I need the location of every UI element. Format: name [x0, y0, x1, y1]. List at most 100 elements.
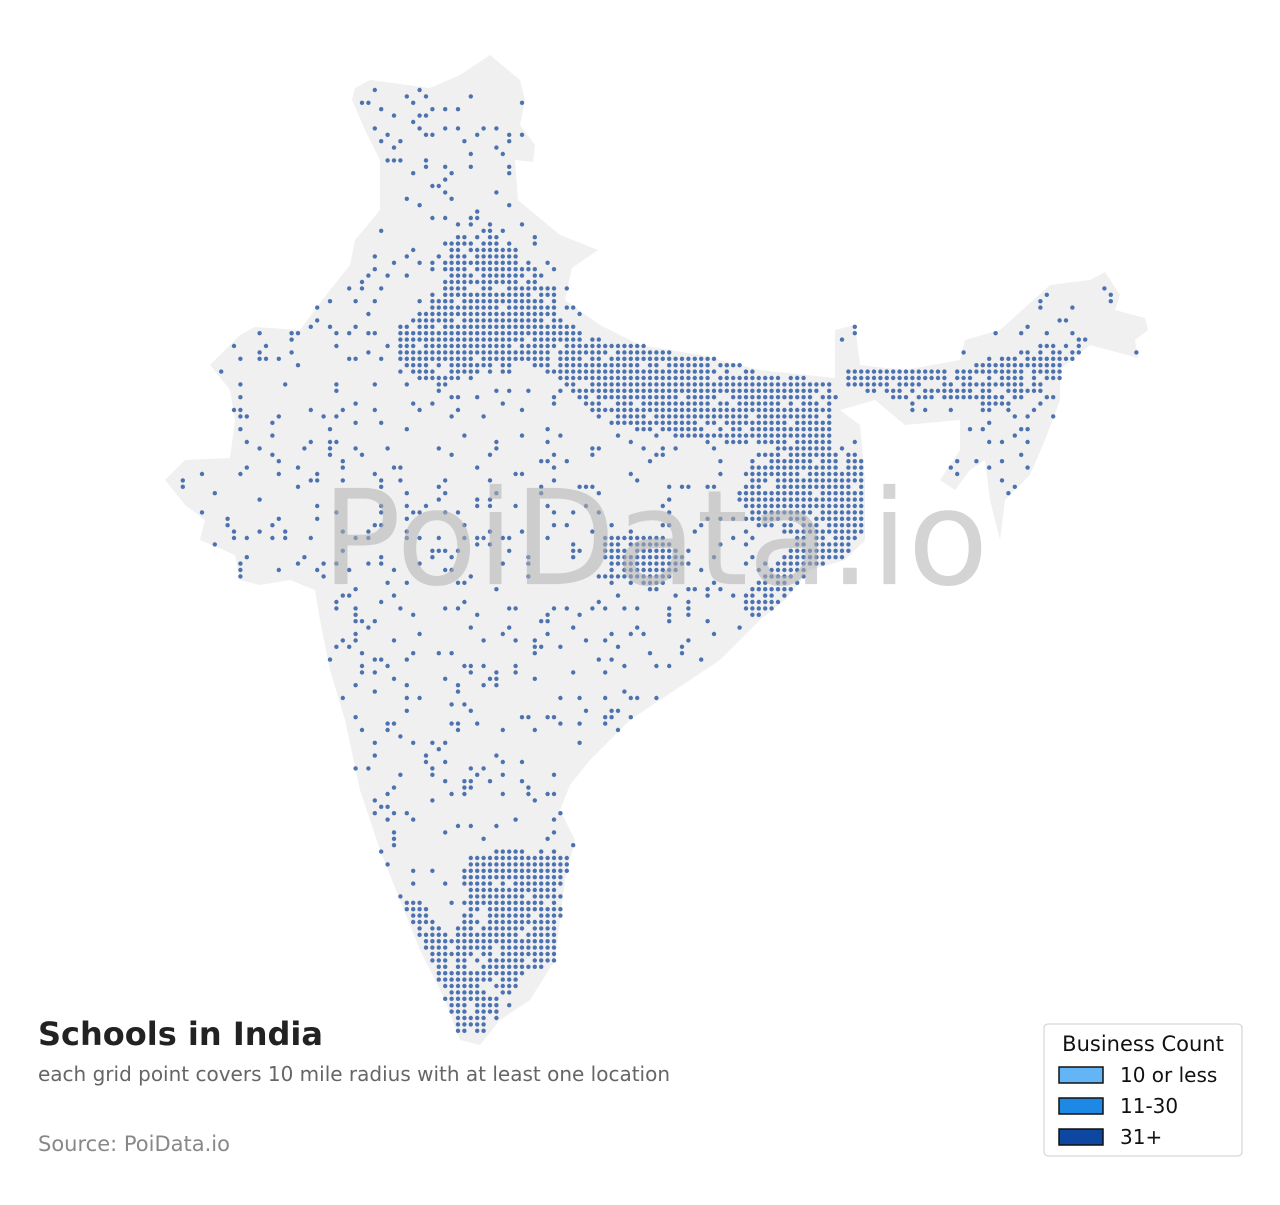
grid-point	[596, 337, 601, 342]
grid-point	[263, 356, 269, 361]
grid-point	[782, 407, 787, 413]
grid-point	[737, 401, 742, 406]
grid-point	[679, 388, 685, 393]
grid-point	[571, 555, 576, 560]
grid-point	[667, 382, 672, 387]
grid-point	[583, 343, 589, 349]
grid-point	[443, 830, 448, 835]
grid-point	[532, 900, 537, 905]
grid-point	[615, 407, 621, 413]
grid-point	[462, 919, 467, 925]
grid-point	[526, 887, 531, 893]
grid-point	[404, 535, 409, 541]
grid-point	[353, 638, 358, 643]
grid-point	[615, 356, 621, 361]
grid-point	[673, 395, 678, 400]
grid-point	[539, 945, 544, 950]
grid-point	[507, 324, 512, 329]
grid-point	[647, 420, 653, 425]
grid-point	[513, 958, 518, 963]
grid-point	[820, 484, 825, 489]
grid-point	[782, 497, 787, 502]
grid-point	[814, 407, 819, 413]
grid-point	[871, 388, 877, 393]
grid-point	[462, 791, 467, 797]
grid-point	[475, 305, 480, 310]
grid-point	[487, 881, 493, 886]
grid-point	[775, 401, 781, 406]
grid-point	[513, 868, 518, 873]
grid-point	[820, 548, 825, 553]
grid-point	[756, 452, 761, 457]
grid-point	[238, 561, 243, 566]
grid-point	[788, 561, 793, 566]
grid-point	[532, 932, 537, 937]
grid-point	[955, 395, 960, 400]
grid-point	[654, 414, 659, 419]
grid-point	[487, 343, 493, 349]
grid-point	[462, 331, 467, 336]
grid-point	[500, 727, 505, 733]
grid-point	[827, 555, 832, 560]
grid-point	[340, 478, 345, 483]
grid-point	[859, 523, 864, 528]
grid-point	[654, 369, 659, 374]
grid-point	[494, 958, 499, 963]
grid-point	[814, 542, 819, 547]
grid-point	[443, 164, 448, 169]
grid-point	[647, 427, 653, 432]
grid-point	[763, 375, 768, 381]
grid-point	[526, 855, 531, 861]
grid-point	[641, 375, 646, 381]
grid-point	[1038, 299, 1043, 304]
grid-point	[455, 369, 461, 374]
grid-point	[443, 324, 448, 329]
grid-point	[1006, 382, 1011, 387]
grid-point	[475, 1003, 480, 1008]
grid-point	[615, 555, 621, 560]
grid-point	[718, 427, 723, 432]
grid-point	[500, 875, 505, 880]
grid-point	[462, 1028, 467, 1034]
grid-point	[833, 529, 838, 534]
grid-point	[603, 555, 608, 560]
grid-point	[782, 459, 787, 464]
grid-point	[641, 580, 646, 585]
grid-point	[1006, 356, 1011, 361]
grid-point	[430, 260, 435, 265]
grid-point	[807, 459, 813, 464]
grid-point	[449, 702, 454, 707]
grid-point	[731, 395, 736, 400]
grid-point	[443, 491, 448, 496]
grid-point	[788, 484, 793, 489]
grid-point	[660, 542, 665, 547]
grid-point	[820, 535, 825, 541]
grid-point	[916, 395, 921, 400]
grid-point	[961, 388, 966, 393]
grid-point	[846, 516, 851, 521]
grid-point	[462, 350, 467, 355]
grid-point	[436, 183, 441, 189]
grid-point	[340, 695, 345, 701]
grid-point	[404, 683, 409, 688]
grid-point	[519, 529, 525, 534]
grid-point	[711, 555, 717, 560]
grid-point	[238, 414, 243, 419]
grid-point	[583, 375, 589, 381]
grid-point	[807, 420, 813, 425]
grid-point	[487, 324, 493, 329]
grid-point	[500, 350, 505, 355]
grid-point	[500, 631, 505, 637]
grid-point	[628, 580, 633, 585]
grid-point	[756, 439, 761, 445]
grid-point	[455, 1015, 461, 1021]
grid-point	[539, 318, 544, 323]
grid-point	[526, 875, 531, 880]
grid-point	[519, 311, 525, 317]
grid-point	[756, 497, 761, 502]
grid-point	[481, 977, 486, 982]
grid-point	[481, 273, 486, 278]
grid-point	[558, 388, 563, 393]
grid-point	[359, 651, 365, 656]
grid-point	[545, 337, 550, 342]
